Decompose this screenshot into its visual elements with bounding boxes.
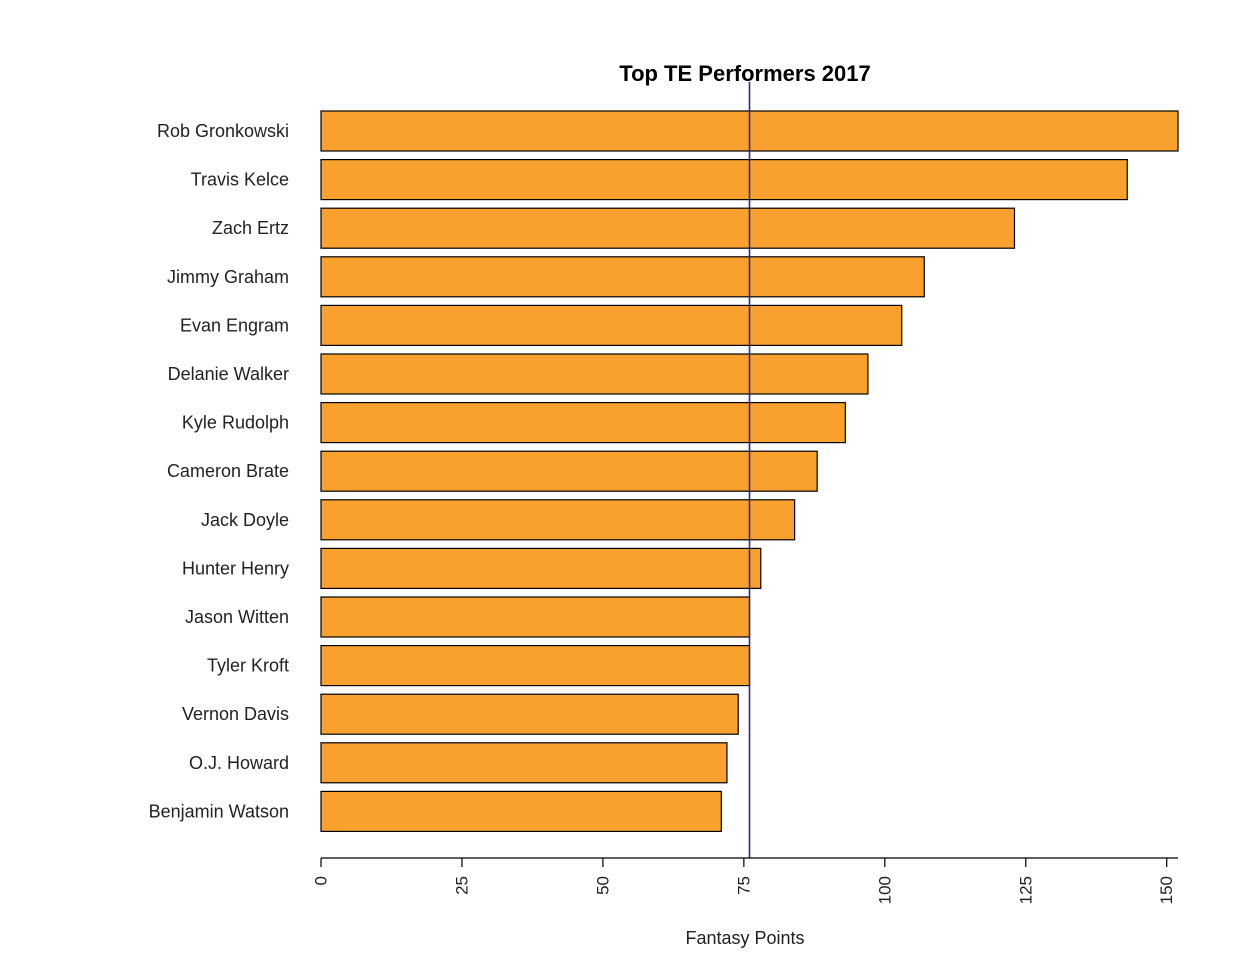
bar-benjamin-watson [320, 790, 722, 833]
category-label-o-j-howard: O.J. Howard [189, 753, 289, 773]
x-tick-label-150: 150 [1157, 876, 1176, 904]
bar-zach-ertz [320, 207, 1016, 249]
category-label-jack-doyle: Jack Doyle [201, 510, 289, 530]
bar-kyle-rudolph [320, 402, 846, 444]
category-label-hunter-henry: Hunter Henry [182, 558, 289, 578]
bar-jason-witten [320, 596, 751, 638]
category-label-zach-ertz: Zach Ertz [212, 218, 289, 238]
x-axis-label: Fantasy Points [685, 928, 804, 948]
bar-travis-kelce [320, 159, 1128, 201]
category-label-evan-engram: Evan Engram [180, 315, 289, 335]
x-axis: 0 25 50 75 100 125 150 [312, 857, 1178, 904]
chart-title: Top TE Performers 2017 [619, 61, 870, 86]
bar-hunter-henry [320, 547, 762, 590]
bar-jack-doyle [320, 499, 796, 541]
bar-tyler-kroft [320, 644, 751, 687]
bar-vernon-davis [320, 693, 739, 735]
category-label-tyler-kroft: Tyler Kroft [207, 656, 289, 676]
category-label-vernon-davis: Vernon Davis [182, 704, 289, 724]
bar-cameron-brate [320, 450, 818, 492]
category-labels: Rob Gronkowski Travis Kelce Zach Ertz Jimmy… [149, 121, 289, 821]
x-tick-label-100: 100 [875, 876, 894, 904]
x-tick-label-75: 75 [734, 876, 753, 895]
category-label-jason-witten: Jason Witten [185, 607, 289, 627]
x-tick-label-0: 0 [312, 876, 331, 885]
bar-jimmy-graham [320, 256, 925, 298]
category-label-benjamin-watson: Benjamin Watson [149, 801, 289, 821]
bar-delanie-walker [320, 353, 869, 395]
category-label-cameron-brate: Cameron Brate [167, 461, 289, 481]
bar-o-j-howard [320, 742, 728, 784]
category-label-kyle-rudolph: Kyle Rudolph [182, 413, 289, 433]
x-tick-label-25: 25 [452, 876, 471, 895]
category-label-rob-gronkowski: Rob Gronkowski [157, 121, 289, 141]
bar-evan-engram [320, 304, 903, 346]
x-tick-label-125: 125 [1016, 876, 1035, 904]
category-label-travis-kelce: Travis Kelce [191, 170, 289, 190]
x-tick-label-50: 50 [593, 876, 612, 895]
bars-layer [320, 110, 1179, 833]
category-label-jimmy-graham: Jimmy Graham [167, 267, 289, 287]
category-label-delanie-walker: Delanie Walker [168, 364, 289, 384]
